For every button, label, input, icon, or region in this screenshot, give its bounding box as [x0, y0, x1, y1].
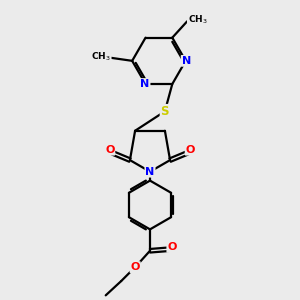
Text: S: S: [160, 105, 169, 118]
Text: N: N: [182, 56, 191, 66]
Text: N: N: [146, 167, 154, 177]
Text: CH$_3$: CH$_3$: [188, 14, 207, 26]
Text: N: N: [140, 79, 150, 89]
Text: CH$_3$: CH$_3$: [91, 50, 111, 63]
Text: O: O: [186, 145, 195, 155]
Text: O: O: [105, 145, 114, 155]
Text: O: O: [130, 262, 140, 272]
Text: O: O: [167, 242, 177, 252]
